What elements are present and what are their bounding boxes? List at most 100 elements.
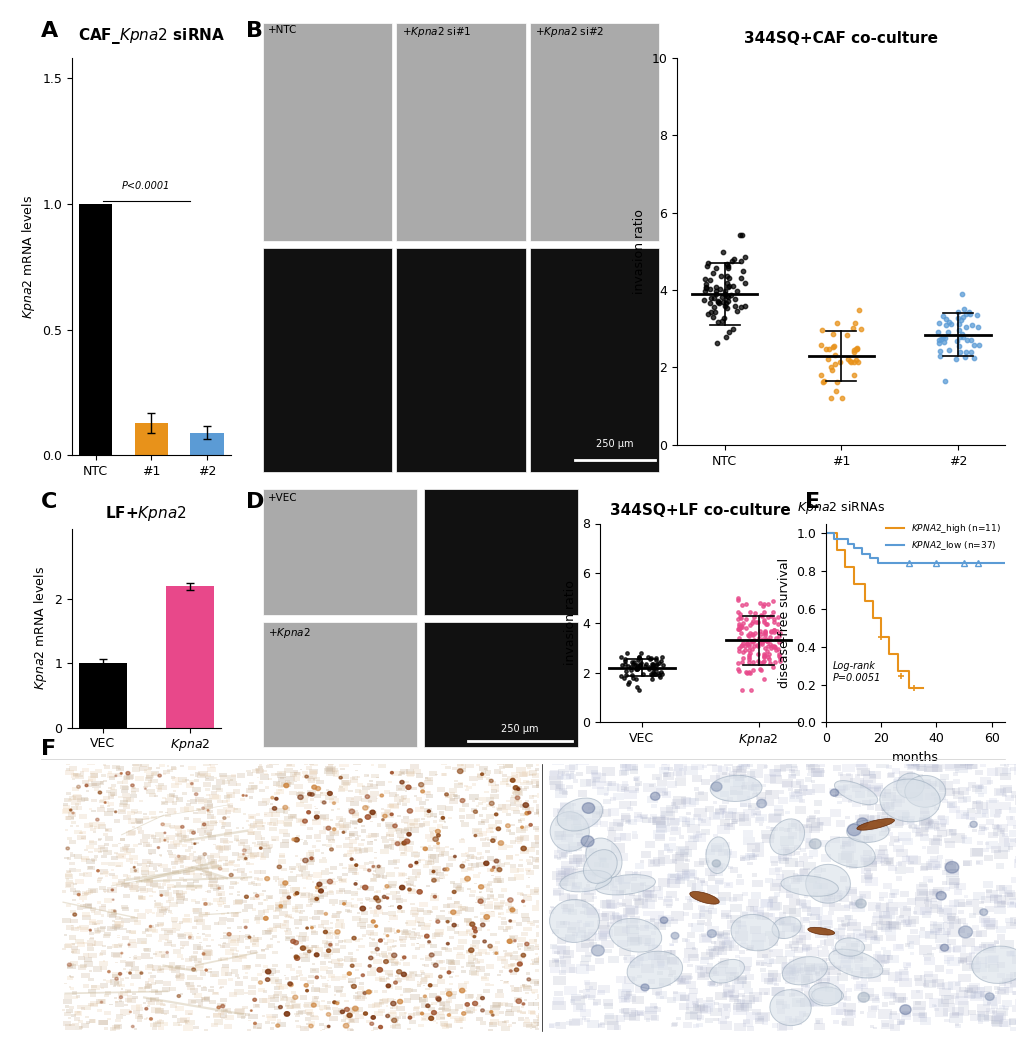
Bar — [318, 816, 326, 820]
Bar — [517, 1010, 522, 1012]
Bar — [536, 760, 546, 766]
Point — [733, 606, 749, 623]
Bar — [861, 967, 873, 976]
Bar — [81, 1023, 89, 1028]
Bar — [405, 935, 409, 937]
Bar — [500, 1011, 505, 1013]
Bar — [780, 837, 794, 846]
Point — [618, 663, 634, 680]
Bar — [182, 779, 186, 781]
Circle shape — [392, 953, 397, 958]
Bar — [124, 988, 131, 993]
Bar — [875, 849, 889, 859]
Ellipse shape — [770, 989, 812, 1026]
Bar — [90, 890, 96, 893]
Bar — [771, 861, 779, 866]
Bar — [100, 847, 108, 851]
Bar — [774, 983, 779, 986]
Bar — [803, 1013, 808, 1017]
Bar — [115, 962, 118, 963]
Bar — [457, 952, 463, 955]
Bar — [896, 849, 908, 856]
Bar — [111, 911, 117, 915]
Bar — [841, 1021, 846, 1025]
Ellipse shape — [808, 983, 841, 1006]
Bar — [662, 817, 669, 823]
Point — [821, 341, 837, 358]
Bar — [805, 764, 815, 771]
Bar — [252, 884, 258, 886]
Bar — [455, 1018, 463, 1023]
Bar — [845, 968, 854, 974]
Point — [747, 625, 763, 642]
Bar — [93, 941, 103, 946]
Bar — [667, 849, 673, 853]
Bar — [849, 955, 855, 960]
Point — [954, 326, 971, 342]
Bar — [650, 1016, 659, 1021]
Bar — [122, 856, 124, 857]
Bar — [308, 1022, 315, 1026]
Bar — [805, 788, 816, 796]
Bar — [641, 815, 646, 819]
Bar — [963, 922, 968, 927]
Circle shape — [360, 907, 365, 911]
Bar — [910, 929, 917, 934]
Point — [954, 286, 971, 303]
Bar — [312, 845, 316, 848]
Bar — [307, 856, 315, 862]
Bar — [267, 928, 273, 932]
Bar — [944, 838, 951, 843]
Point — [853, 320, 869, 337]
Bar — [421, 981, 427, 984]
Bar — [958, 1008, 969, 1016]
Bar — [876, 921, 890, 930]
Bar — [966, 787, 971, 790]
Bar — [467, 921, 474, 926]
Bar — [622, 990, 630, 997]
Bar — [367, 800, 372, 803]
Bar — [881, 1002, 889, 1007]
Point — [697, 283, 713, 299]
Point — [648, 656, 665, 673]
Bar — [555, 959, 565, 967]
Point — [718, 268, 735, 285]
Bar — [187, 829, 193, 832]
Bar — [182, 844, 188, 847]
Bar — [573, 819, 581, 825]
Bar — [289, 866, 297, 870]
Bar — [852, 785, 861, 792]
Bar — [755, 842, 764, 848]
Bar — [828, 966, 841, 976]
Point — [938, 311, 954, 328]
Bar — [277, 771, 286, 776]
Bar — [657, 780, 667, 786]
Circle shape — [284, 1011, 289, 1017]
Bar — [280, 923, 288, 929]
Bar — [461, 970, 466, 973]
Bar — [894, 777, 905, 785]
Bar — [426, 885, 430, 887]
Bar — [802, 917, 810, 921]
Bar — [337, 918, 344, 923]
Bar — [690, 836, 696, 840]
Point — [839, 351, 856, 367]
Bar — [863, 837, 869, 840]
Bar — [998, 895, 1001, 897]
Bar — [983, 943, 996, 953]
Bar — [205, 912, 210, 915]
Bar — [625, 871, 633, 876]
Bar — [265, 786, 270, 788]
Bar — [298, 936, 307, 941]
Bar — [556, 834, 563, 840]
Circle shape — [527, 978, 530, 981]
Bar — [373, 914, 380, 917]
Bar — [271, 819, 278, 823]
Bar — [532, 993, 536, 994]
Bar — [799, 824, 812, 833]
Bar — [529, 774, 532, 776]
Point — [618, 650, 634, 667]
Bar — [960, 958, 966, 963]
Bar — [886, 955, 894, 959]
Bar — [313, 916, 319, 920]
